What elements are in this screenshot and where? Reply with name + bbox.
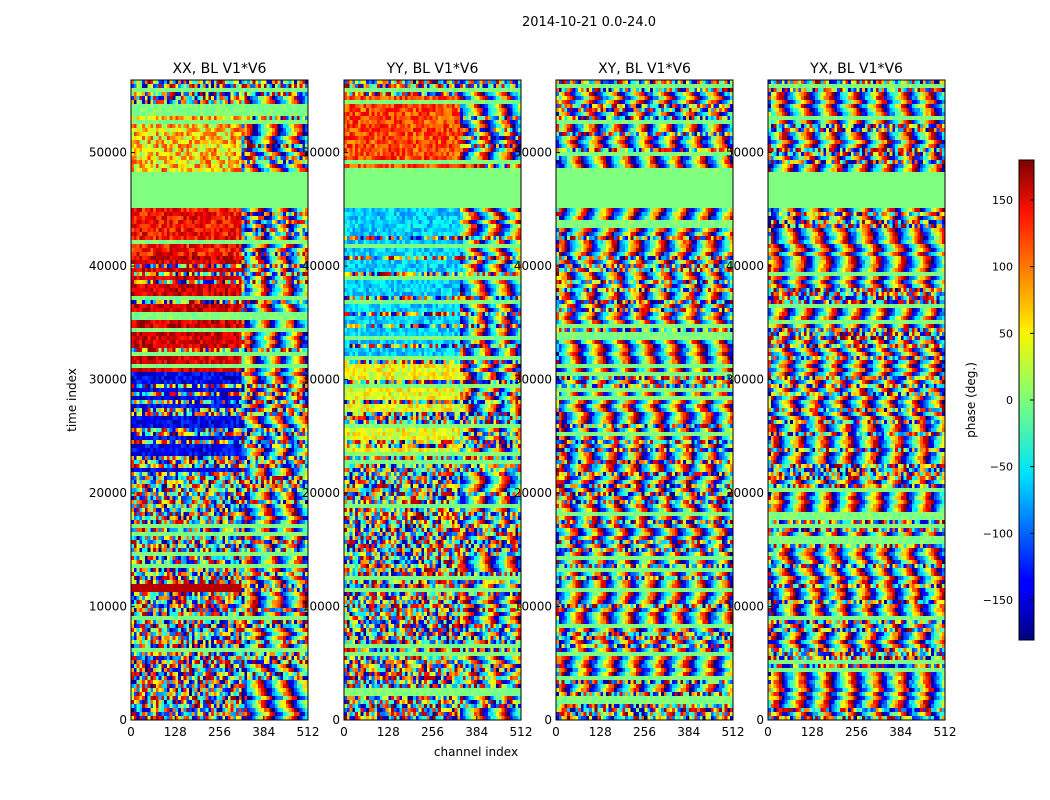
x-tick-label: 256 [208,725,231,739]
colorbar-tick-label: −150 [983,594,1013,607]
x-tick-label: 384 [889,725,912,739]
x-tick-label: 512 [297,725,320,739]
panel-title: XY, BL V1*V6 [598,61,691,77]
y-tick-label: 20000 [726,486,764,500]
x-tick-label: 384 [252,725,275,739]
colorbar: 150 100 50 0 −50 −100 −150 phase (deg.) [964,159,1035,641]
y-tick-label: 0 [119,713,127,727]
y-tick-label: 0 [756,713,764,727]
heatmap-yx [768,80,945,720]
y-tick-label: 30000 [302,373,340,387]
y-tick-label: 50000 [89,146,127,160]
y-tick-label: 30000 [89,373,127,387]
x-axis-label: channel index [434,745,518,759]
x-tick-label: 512 [510,725,533,739]
colorbar-label: phase (deg.) [964,362,978,438]
y-tick-label: 40000 [514,259,552,273]
y-tick-label: 30000 [514,373,552,387]
panels: XX, BL V1*V6 0 128 256 384 512 0 10000 20000 3000… [89,61,957,739]
colorbar-ticks: 150 100 50 0 −50 −100 −150 [983,194,1034,607]
y-tick-label: 20000 [89,486,127,500]
y-axis-label: time index [65,368,79,432]
x-tick-label: 0 [552,725,560,739]
colorbar-tick-label: 100 [992,261,1013,274]
x-tick-label: 256 [421,725,444,739]
x-tick-label: 0 [127,725,135,739]
y-tick-label: 50000 [514,146,552,160]
colorbar-tick-label: −100 [983,527,1013,540]
x-tick-label: 384 [465,725,488,739]
x-tick-label: 0 [764,725,772,739]
colorbar-tick-label: −50 [990,461,1013,474]
panel-title: YY, BL V1*V6 [386,61,479,77]
y-tick-label: 10000 [89,600,127,614]
x-tick-label: 128 [589,725,612,739]
panel-yy: YY, BL V1*V6 0 128 256 384 512 0 10000 20000 3000… [302,61,533,739]
x-tick-label: 384 [677,725,700,739]
x-tick-label: 256 [633,725,656,739]
heatmap-xx [131,80,308,720]
y-tick-label: 40000 [302,259,340,273]
y-tick-label: 40000 [89,259,127,273]
y-tick-label: 50000 [302,146,340,160]
x-tick-label: 128 [377,725,400,739]
colorbar-tick-label: 150 [992,194,1013,207]
x-tick-label: 128 [164,725,187,739]
x-tick-label: 0 [340,725,348,739]
heatmap-xy [556,80,733,720]
panel-title: YX, BL V1*V6 [809,61,903,77]
figure-suptitle: 2014-10-21 0.0-24.0 [522,15,656,30]
panel-xy: XY, BL V1*V6 0 128 256 384 512 0 10000 20000 3000… [514,61,745,739]
x-tick-label: 128 [801,725,824,739]
panel-yx: YX, BL V1*V6 0 128 256 384 512 0 10000 20000 3000… [726,61,957,739]
colorbar-tick-label: 0 [1006,394,1013,407]
panel-title: XX, BL V1*V6 [173,61,267,77]
y-tick-label: 20000 [302,486,340,500]
y-tick-label: 30000 [726,373,764,387]
x-tick-label: 256 [845,725,868,739]
y-tick-label: 50000 [726,146,764,160]
heatmap-yy [344,80,521,720]
y-tick-label: 0 [332,713,340,727]
y-tick-label: 40000 [726,259,764,273]
panel-xx: XX, BL V1*V6 0 128 256 384 512 0 10000 20000 3000… [89,61,320,739]
y-tick-label: 0 [544,713,552,727]
y-tick-label: 10000 [514,600,552,614]
y-tick-label: 10000 [302,600,340,614]
x-tick-label: 512 [722,725,745,739]
y-tick-label: 20000 [514,486,552,500]
y-tick-label: 10000 [726,600,764,614]
colorbar-tick-label: 50 [999,327,1013,340]
x-tick-label: 512 [934,725,957,739]
